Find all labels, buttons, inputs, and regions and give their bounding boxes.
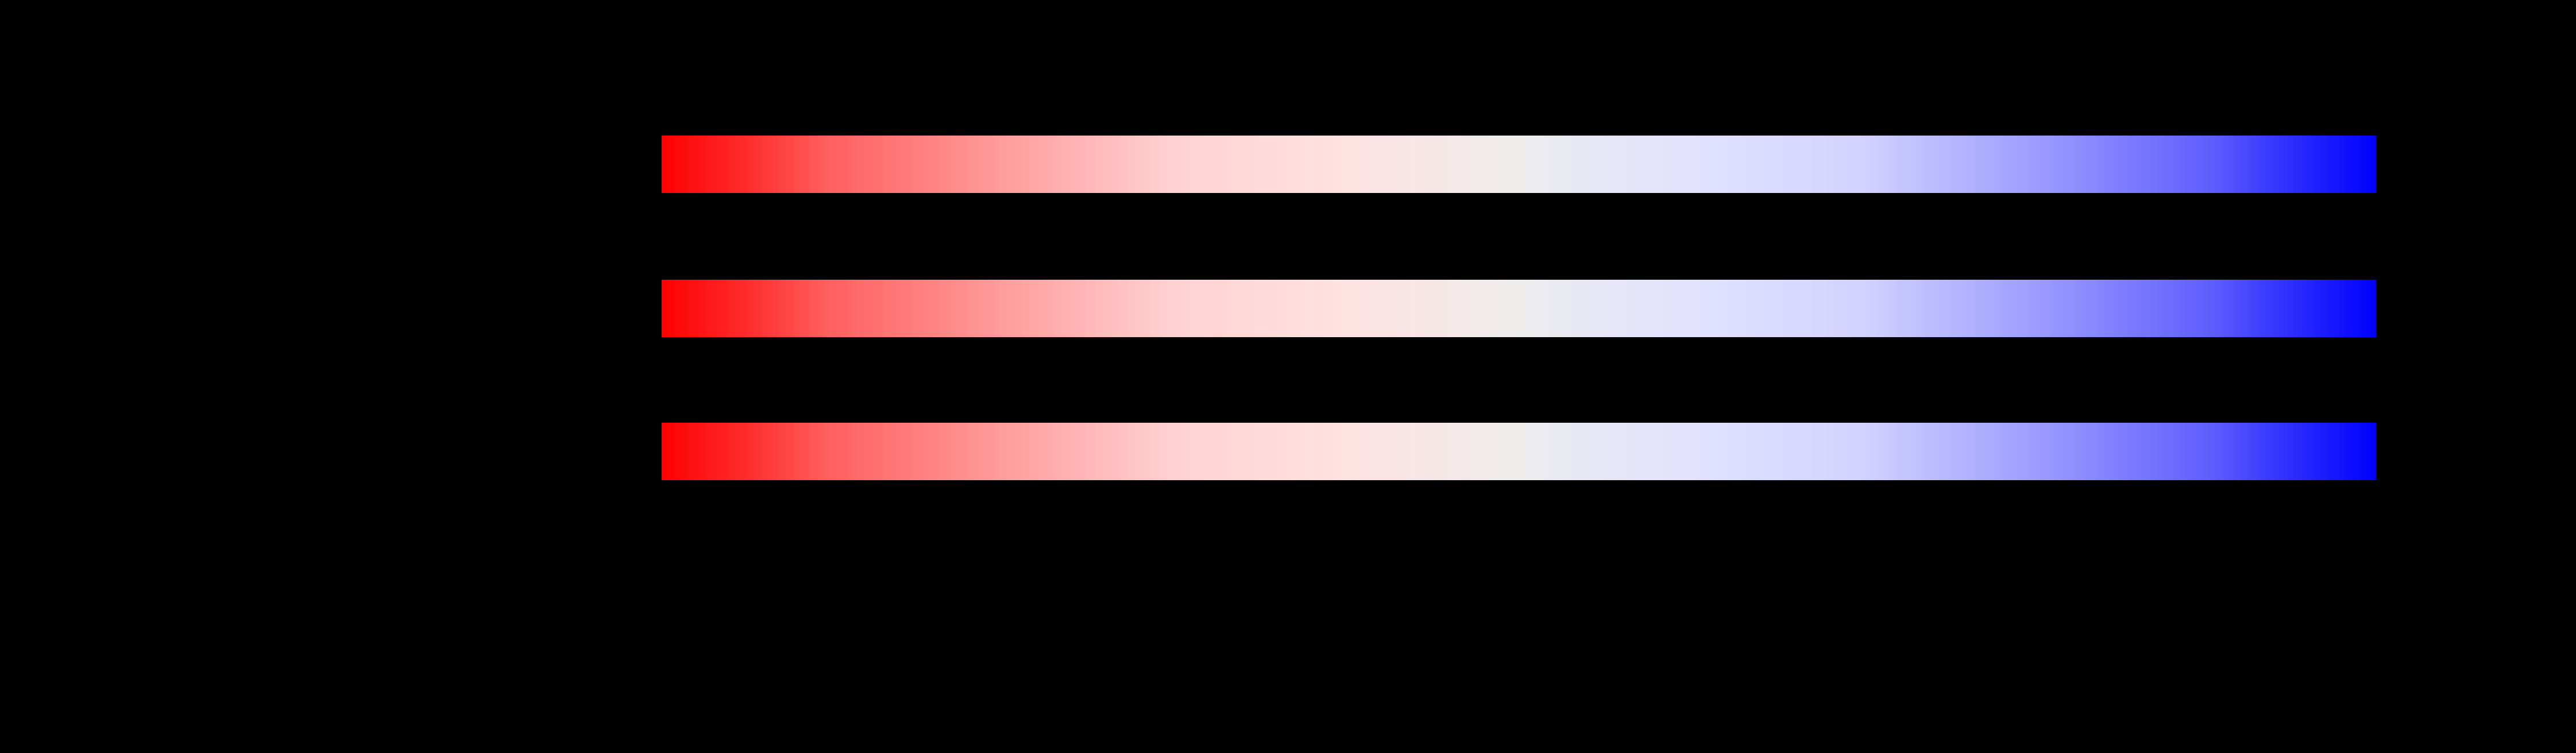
gradient-bar-1 [662, 136, 2376, 193]
gradient-bar-3 [662, 423, 2376, 480]
gradient-bar-2 [662, 280, 2376, 337]
